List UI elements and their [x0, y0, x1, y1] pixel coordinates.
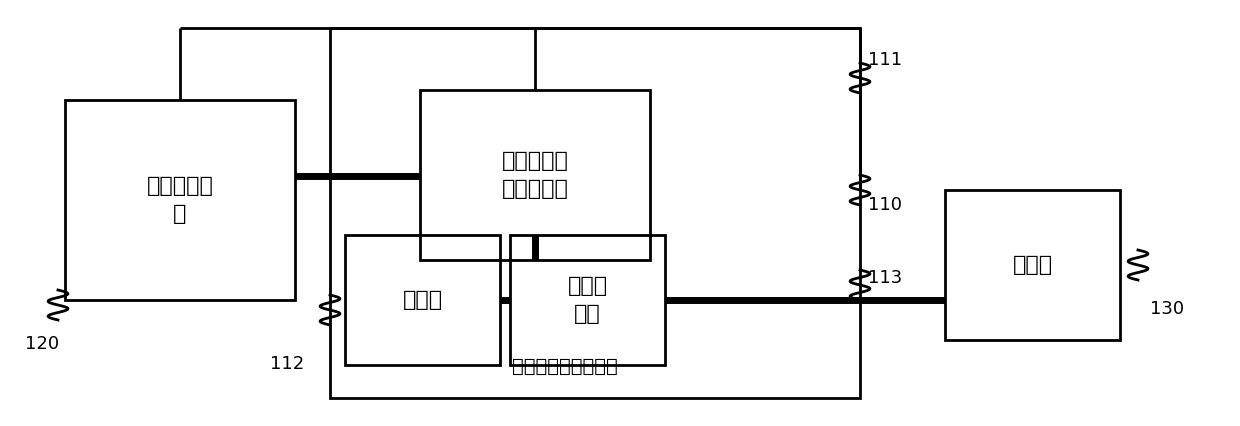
Bar [64, 100, 295, 300]
Text: 111: 111 [868, 51, 903, 69]
Bar [945, 190, 1120, 340]
Text: 110: 110 [868, 196, 901, 214]
Text: 120: 120 [25, 335, 60, 353]
Text: 粘滑式惯性
压电驱动器: 粘滑式惯性 压电驱动器 [501, 151, 568, 199]
Text: 信号生成装
置: 信号生成装 置 [146, 176, 213, 224]
Bar [330, 28, 861, 398]
Text: 运动块: 运动块 [403, 290, 443, 310]
Text: 上位机: 上位机 [1012, 255, 1053, 275]
Bar [345, 235, 500, 365]
Bar [510, 235, 665, 365]
Text: 113: 113 [868, 269, 903, 287]
Text: 130: 130 [1149, 300, 1184, 318]
Text: 112: 112 [270, 355, 304, 373]
Text: 粘滑式惯性驱动平台: 粘滑式惯性驱动平台 [512, 357, 618, 376]
Text: 位移传
感器: 位移传 感器 [568, 276, 608, 324]
Bar [420, 90, 650, 260]
